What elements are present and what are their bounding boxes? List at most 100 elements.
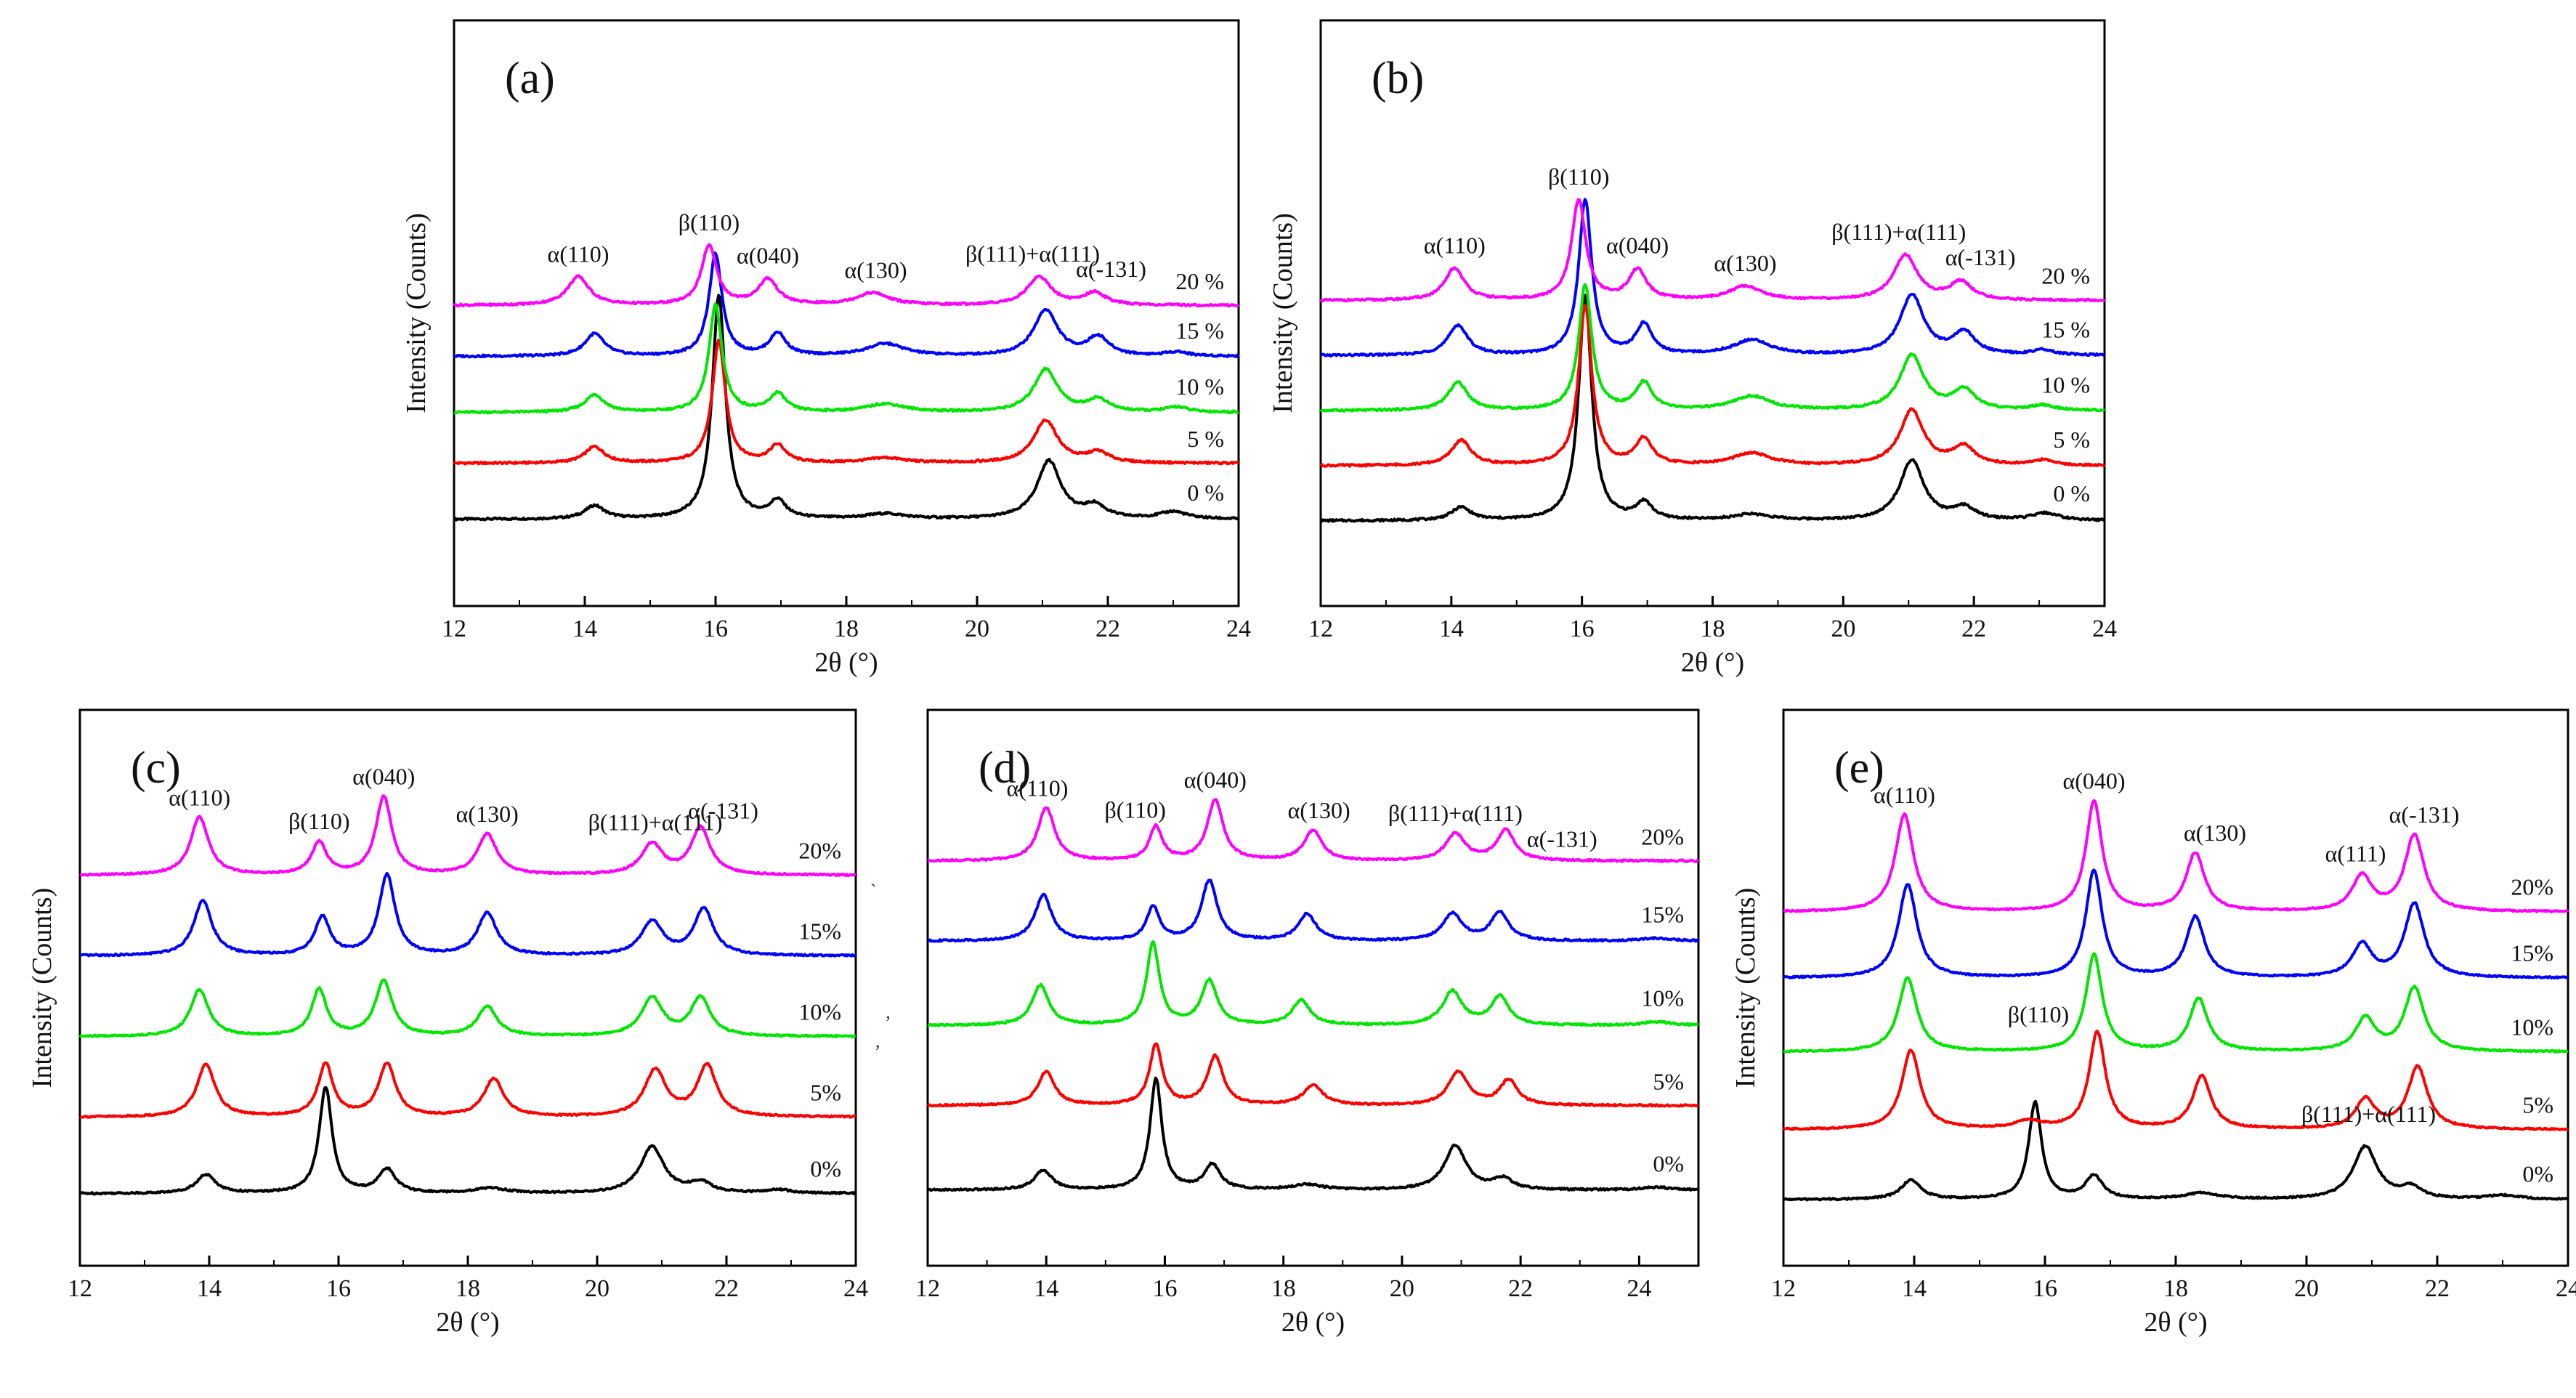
series-label: 15 %: [2041, 316, 2090, 342]
stray-mark: ‚: [885, 1001, 891, 1022]
x-tick-label: 20: [585, 1275, 609, 1302]
x-tick-label: 12: [442, 615, 466, 642]
x-tick-label: 20: [1390, 1275, 1414, 1302]
series-label: 0 %: [1187, 480, 1224, 506]
series-line-20: [927, 798, 1700, 863]
series-line-15: [79, 871, 856, 958]
series-line-5: [1319, 304, 2106, 468]
series-label: 20%: [2511, 874, 2553, 900]
peak-label: β(111)+α(111): [1831, 219, 1966, 245]
peak-label: α(130): [456, 801, 519, 827]
x-tick-label: 12: [68, 1275, 92, 1302]
peak-label: β(110): [1104, 797, 1165, 823]
x-tick-label: 24: [1226, 615, 1251, 642]
series-line-10: [453, 302, 1239, 415]
series-label: 15%: [798, 918, 841, 945]
x-tick-label: 22: [1095, 615, 1120, 642]
x-tick-label: 16: [1570, 615, 1595, 642]
x-tick-label: 16: [1152, 1275, 1177, 1302]
chart-panel-a: 12 14 16 18 20 22 24 2θ (°) Intensity (Counts) (a…: [401, 19, 1251, 678]
x-tick-label: 24: [1627, 1275, 1651, 1302]
x-tick-label: 18: [834, 615, 859, 642]
series-label: 20%: [798, 838, 841, 864]
peak-label: β(110): [1548, 163, 1609, 190]
panel-label: (a): [505, 54, 555, 103]
peak-label: α(130): [2184, 820, 2246, 846]
x-axis-label: 2θ (°): [2144, 1307, 2207, 1338]
peak-label: α(040): [352, 763, 415, 789]
series-line-15: [927, 878, 1699, 943]
series-label: 0 %: [2053, 480, 2090, 506]
x-tick-label: 14: [572, 615, 597, 642]
x-axis-label: 2θ (°): [436, 1307, 499, 1338]
x-tick-label: 20: [2294, 1275, 2319, 1302]
x-tick-label: 12: [915, 1275, 940, 1302]
series-label: 0%: [810, 1155, 841, 1181]
chart-panel-c: 12 14 16 18 20 22 24 2θ (°) Intensity (Counts) (c…: [27, 708, 868, 1338]
series-line-5: [926, 1042, 1699, 1108]
series-label: 20 %: [1175, 268, 1224, 294]
y-axis-label: Intensity (Counts): [1730, 888, 1761, 1088]
series-line-0: [1783, 1099, 2569, 1202]
peak-label: α(111): [2325, 840, 2386, 866]
series-line-5: [78, 1061, 856, 1119]
x-tick-label: 22: [714, 1275, 739, 1302]
x-tick-label: 14: [1034, 1275, 1058, 1302]
peak-label: β(111)+α(111): [2301, 1101, 2436, 1127]
chart-panel-d: 12 14 16 18 20 22 24 2θ (°) (d) 0% 5% 10% 15% 20% α(11…: [915, 708, 1700, 1338]
plot-frame: [453, 19, 1240, 607]
series-line-15: [1782, 868, 2569, 980]
series-label: 5 %: [2053, 427, 2090, 453]
series-label: 10%: [798, 999, 841, 1025]
series-line-15: [453, 251, 1240, 359]
peak-label: α(110): [1007, 775, 1069, 801]
peak-label: α(130): [1288, 797, 1350, 823]
series-line-10: [78, 978, 856, 1039]
peak-label: α(-131): [688, 797, 758, 823]
series-line-10: [1319, 283, 2105, 413]
panel-label: (b): [1372, 54, 1424, 103]
series-label: 5 %: [1187, 426, 1224, 452]
series-label: 20%: [1641, 824, 1684, 850]
peak-label: α(040): [737, 243, 799, 269]
chart-panel-b: 12 14 16 18 20 22 24 2θ (°) Intensity (Counts) (b…: [1268, 19, 2117, 678]
x-tick-label: 24: [2092, 615, 2117, 642]
peak-label: α(110): [169, 785, 230, 811]
x-axis-label: 2θ (°): [1281, 1307, 1345, 1338]
peak-label: β(111)+α(111): [588, 809, 723, 836]
peak-label: β(110): [2008, 1001, 2069, 1027]
peak-label: β(111)+α(111): [1388, 800, 1523, 826]
stray-mark: `: [870, 881, 877, 902]
series-label: 5%: [810, 1079, 841, 1105]
x-tick-label: 18: [455, 1275, 480, 1302]
x-tick-label: 14: [1439, 615, 1464, 642]
series-label: 5%: [1653, 1068, 1684, 1094]
x-tick-label: 16: [703, 615, 728, 642]
series-line-0: [453, 294, 1240, 522]
y-axis-label: Intensity (Counts): [1268, 213, 1298, 413]
x-tick-label: 20: [1831, 615, 1855, 642]
panel-label: (c): [131, 743, 181, 793]
peak-label: β(110): [288, 808, 349, 834]
series-label: 10 %: [2041, 371, 2090, 397]
x-axis-label: 2θ (°): [814, 647, 878, 678]
peak-label: α(-131): [1076, 256, 1146, 282]
x-tick-label: 18: [1701, 615, 1725, 642]
x-tick-label: 24: [843, 1275, 868, 1302]
peak-label: α(040): [2062, 768, 2125, 794]
series-line-15: [1320, 198, 2105, 358]
peak-label: α(130): [844, 257, 907, 283]
x-tick-label: 24: [2556, 1275, 2576, 1302]
peak-label: α(110): [1424, 233, 1486, 259]
x-tick-label: 12: [1771, 1275, 1796, 1302]
x-axis-label: 2θ (°): [1681, 647, 1744, 678]
x-tick-label: 12: [1308, 615, 1333, 642]
x-tick-label: 18: [1271, 1275, 1296, 1302]
series-line-0: [1320, 294, 2105, 523]
peak-label: α(-131): [1527, 825, 1597, 852]
x-tick-label: 14: [1902, 1275, 1927, 1302]
x-tick-label: 22: [1961, 615, 1986, 642]
stray-mark: ,: [875, 1030, 880, 1051]
peak-label: β(111)+α(111): [965, 241, 1100, 267]
peak-label: β(110): [679, 209, 740, 235]
